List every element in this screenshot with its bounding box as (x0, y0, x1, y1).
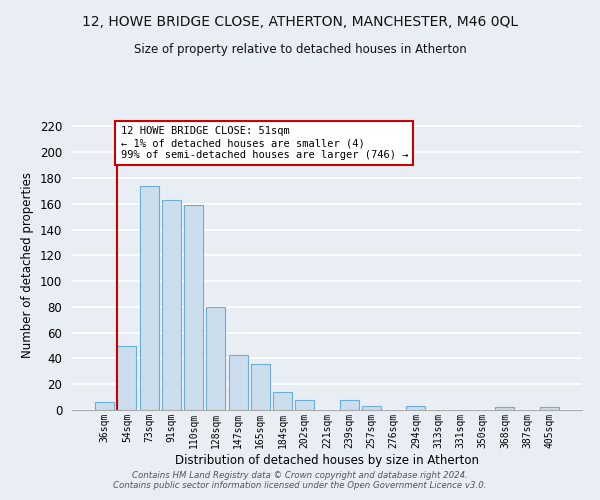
Bar (406, 406, 425, 410)
Text: 12 HOWE BRIDGE CLOSE: 51sqm
← 1% of detached houses are smaller (4)
99% of semi-: 12 HOWE BRIDGE CLOSE: 51sqm ← 1% of deta… (121, 126, 408, 160)
Bar (140, 186, 158, 410)
Bar (340, 400, 359, 410)
Bar (206, 307, 225, 410)
Bar (229, 354, 248, 410)
Bar (251, 364, 270, 410)
Text: Size of property relative to detached houses in Atherton: Size of property relative to detached ho… (134, 42, 466, 56)
Bar (295, 400, 314, 410)
Bar (362, 406, 381, 410)
X-axis label: Distribution of detached houses by size in Atherton: Distribution of detached houses by size … (175, 454, 479, 466)
Text: 12, HOWE BRIDGE CLOSE, ATHERTON, MANCHESTER, M46 0QL: 12, HOWE BRIDGE CLOSE, ATHERTON, MANCHES… (82, 15, 518, 29)
Bar (95, 402, 114, 410)
Bar (184, 205, 203, 410)
Bar (496, 408, 514, 410)
Bar (118, 346, 136, 410)
Y-axis label: Number of detached properties: Number of detached properties (22, 172, 34, 358)
Bar (162, 200, 181, 410)
Bar (273, 392, 292, 410)
Bar (540, 408, 559, 410)
Text: Contains HM Land Registry data © Crown copyright and database right 2024.
Contai: Contains HM Land Registry data © Crown c… (113, 470, 487, 490)
